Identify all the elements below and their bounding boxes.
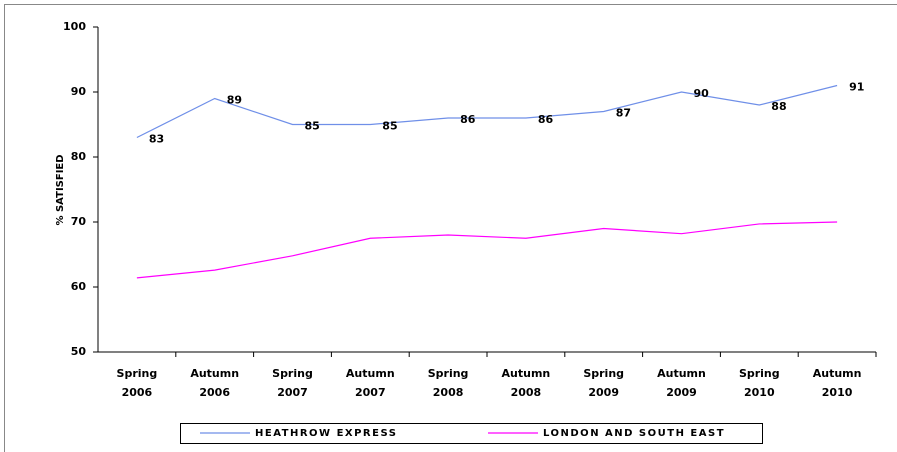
- x-tick-label: Spring 2009: [583, 367, 625, 399]
- data-label: 85: [382, 120, 397, 133]
- data-label: 88: [771, 100, 786, 113]
- x-tick-label: Autumn 2008: [501, 367, 551, 399]
- data-label: 90: [694, 87, 710, 100]
- y-tick-label: 100: [63, 20, 86, 33]
- y-tick-label: 80: [71, 150, 87, 163]
- y-tick-label: 50: [71, 345, 87, 358]
- legend-label: LONDON AND SOUTH EAST: [543, 428, 725, 439]
- data-label: 89: [227, 94, 242, 107]
- x-tick-label: Spring 2006: [116, 367, 158, 399]
- data-label: 85: [305, 120, 320, 133]
- x-tick-label: Autumn 2009: [657, 367, 706, 399]
- x-tick-label: Spring 2008: [427, 367, 469, 399]
- chart-border: [4, 4, 897, 452]
- y-tick-label: 90: [71, 85, 87, 98]
- line-series: [136, 84, 838, 139]
- x-tick-label: Autumn 2006: [190, 367, 240, 399]
- y-tick-label: 60: [71, 280, 87, 293]
- data-label: 86: [538, 113, 554, 126]
- x-tick-label: Spring 2010: [738, 367, 780, 399]
- data-label: 86: [460, 113, 476, 126]
- x-tick-label: Autumn 2007: [345, 367, 395, 399]
- legend-label: HEATHROW EXPRESS: [255, 428, 397, 439]
- y-tick-label: 70: [71, 215, 87, 228]
- data-label: 83: [149, 133, 164, 146]
- y-axis-title: % SATISFIED: [55, 154, 66, 225]
- x-tick-label: Autumn 2010: [812, 367, 862, 399]
- legend: [180, 423, 763, 444]
- data-label: 87: [616, 107, 631, 120]
- data-label: 91: [849, 81, 864, 94]
- x-tick-label: Spring 2007: [272, 367, 313, 399]
- line-series: [136, 221, 838, 279]
